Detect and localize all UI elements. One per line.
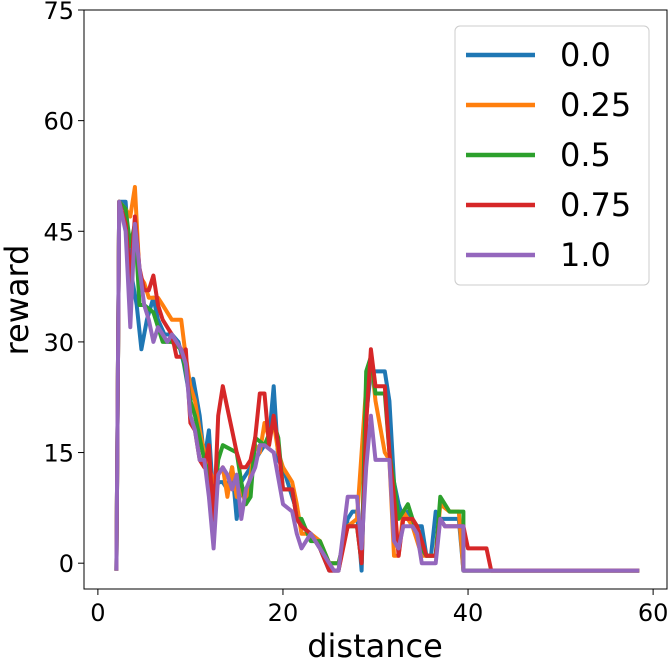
x-axis-ticks: 0 20 40 60 <box>90 589 668 627</box>
y-tick-label: 75 <box>43 0 74 25</box>
legend-label: 0.25 <box>560 86 631 124</box>
legend-label: 0.5 <box>560 136 611 174</box>
legend: 0.0 0.25 0.5 0.75 1.0 <box>454 25 650 286</box>
y-tick-label: 15 <box>43 440 74 468</box>
legend-label: 1.0 <box>560 236 611 274</box>
legend-label: 0.75 <box>560 186 631 224</box>
x-tick-label: 60 <box>638 599 669 627</box>
y-tick-label: 60 <box>43 108 74 136</box>
y-axis-label: reward <box>0 245 36 356</box>
legend-box <box>454 25 650 286</box>
x-tick-label: 0 <box>90 599 105 627</box>
x-tick-label: 20 <box>268 599 299 627</box>
y-tick-label: 30 <box>43 329 74 357</box>
x-axis-label: distance <box>307 627 443 664</box>
legend-label: 0.0 <box>560 36 611 74</box>
y-tick-label: 0 <box>59 550 74 578</box>
x-tick-label: 40 <box>453 599 484 627</box>
y-axis-ticks: 0 15 30 45 60 75 <box>43 0 84 578</box>
series-line-0.75 <box>114 199 640 573</box>
y-tick-label: 45 <box>43 218 74 246</box>
series-lines <box>114 185 640 573</box>
series-line-1.0 <box>114 199 640 573</box>
